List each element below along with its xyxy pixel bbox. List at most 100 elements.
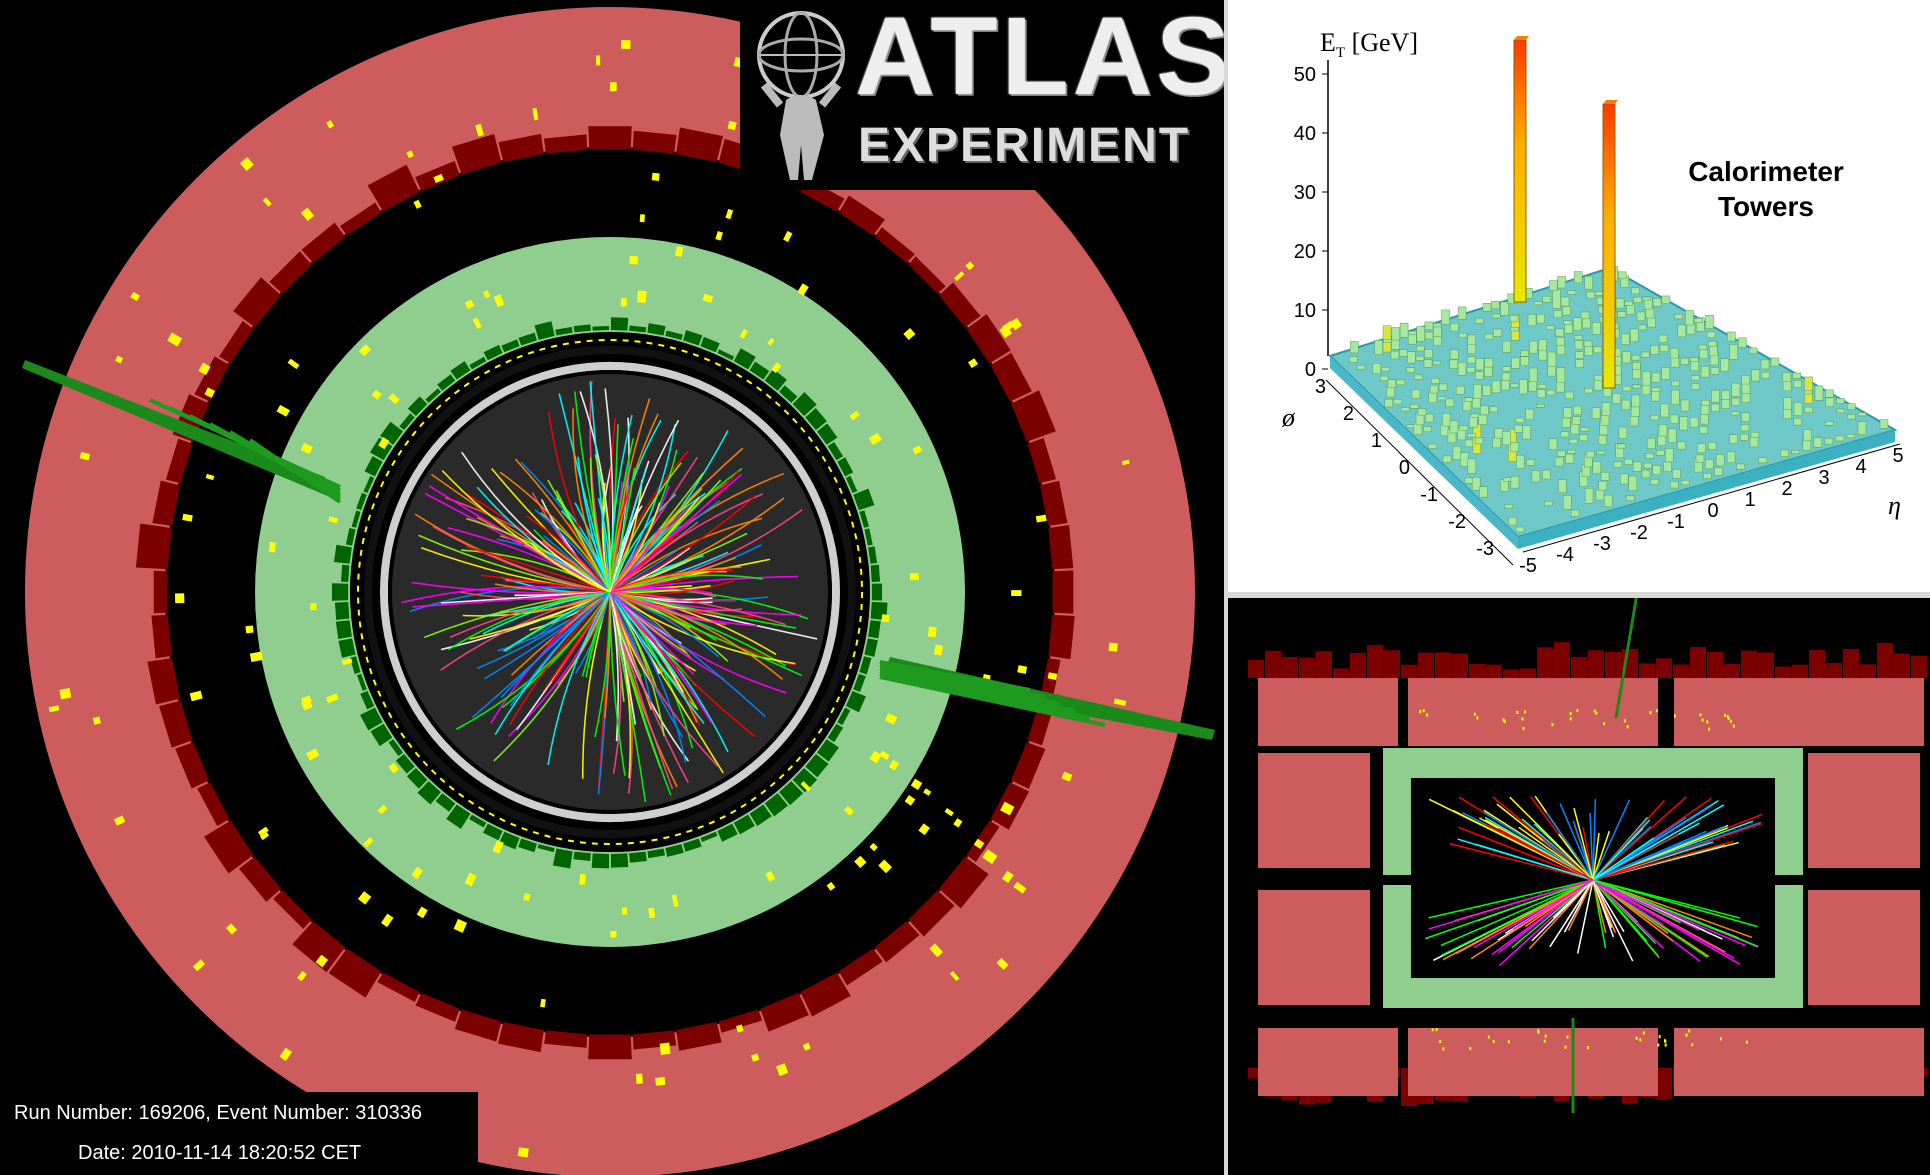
- rz-track: [1552, 879, 1594, 919]
- calorimeter-tower: [1645, 308, 1655, 319]
- z-axis-tick-label: 50: [1294, 64, 1316, 86]
- calorimeter-label-line1: Calorimeter: [1688, 156, 1844, 187]
- track: [455, 591, 611, 730]
- rz-muon-hit: [1492, 1040, 1495, 1044]
- track: [509, 591, 611, 707]
- hadronic-deposit: [676, 127, 724, 163]
- rz-muon-hit: [1537, 1029, 1540, 1033]
- outer-deposit-top: [1707, 651, 1723, 678]
- calorimeter-tower: [1726, 451, 1736, 463]
- rz-muon-hit: [1551, 723, 1554, 727]
- hadronic-deposit: [544, 1030, 588, 1048]
- calorimeter-tower: [1586, 291, 1595, 299]
- em-deposit: [406, 767, 428, 789]
- calorimeter-tower: [1537, 389, 1546, 399]
- em-deposit: [534, 321, 555, 340]
- calorimeter-tower: [1575, 351, 1584, 359]
- calorimeter-tower: [1628, 475, 1638, 491]
- rz-track: [1592, 823, 1762, 881]
- outer-deposit-bottom: [1656, 1068, 1672, 1100]
- rz-muon-hit: [1431, 1028, 1434, 1032]
- rz-muon-hit: [1524, 710, 1527, 714]
- phi-axis-tick-label: 2: [1343, 403, 1354, 425]
- calorimeter-tower: [1620, 473, 1629, 485]
- calorimeter-tower: [1748, 347, 1758, 354]
- em-deposit: [499, 831, 520, 850]
- calorimeter-tower: [1750, 432, 1760, 438]
- track: [609, 473, 743, 593]
- calorimeter-tower: [1553, 310, 1563, 319]
- em-deposit: [345, 527, 356, 546]
- calorimeter-tower: [1393, 399, 1403, 405]
- em-deposit: [868, 546, 878, 564]
- z-axis-tick-label: 10: [1294, 300, 1316, 322]
- em-deposit: [817, 423, 838, 445]
- calorimeter-label-line2: Towers: [1718, 191, 1814, 222]
- tall-tower-1: [1513, 39, 1527, 303]
- muon-hit: [620, 297, 627, 307]
- hadronic-deposit: [966, 820, 1000, 862]
- z-axis-tick-label: 20: [1294, 241, 1316, 263]
- muon-hit: [927, 626, 937, 638]
- outer-deposit-top: [1401, 664, 1417, 678]
- hadronic-deposit: [838, 948, 883, 986]
- hadronic-deposit: [800, 972, 851, 1017]
- track: [534, 509, 611, 593]
- rz-track: [1592, 879, 1648, 942]
- eta-axis-tick-label: 5: [1892, 445, 1903, 467]
- calorimeter-tower: [1677, 441, 1686, 450]
- calorimeter-tower: [1449, 322, 1459, 332]
- track: [461, 451, 611, 593]
- calorimeter-tower: [1458, 332, 1468, 338]
- calorimeter-tower: [1835, 435, 1845, 442]
- phi-axis-tick-label: -3: [1476, 538, 1494, 560]
- muon-hit: [325, 693, 339, 704]
- track: [609, 591, 719, 767]
- hadronic-deposit: [908, 256, 946, 294]
- muon-hit: [493, 294, 505, 308]
- muon-hit: [492, 840, 504, 854]
- calorimeter-tower: [1677, 324, 1686, 338]
- calorimeter-tower: [1557, 276, 1566, 289]
- phi-axis-tick-label: 1: [1371, 430, 1382, 452]
- calorimeter-tower: [1645, 452, 1654, 459]
- beam-line: [1258, 875, 1918, 885]
- calorimeter-tower: [1695, 454, 1705, 463]
- phi-axis-tick-label: -1: [1420, 484, 1438, 506]
- logo-subtitle: EXPERIMENT: [858, 119, 1191, 172]
- calorimeter-tower: [1570, 509, 1580, 517]
- endcap-block: [1808, 890, 1920, 1005]
- em-deposit: [417, 781, 441, 805]
- hadronic-deposit: [194, 356, 230, 402]
- em-deposit: [647, 323, 666, 336]
- rz-muon-hit: [1656, 709, 1659, 713]
- muon-hit: [800, 781, 812, 792]
- rz-muon-hit: [1469, 1047, 1472, 1051]
- hadronic-deposit: [152, 480, 181, 526]
- em-deposit: [827, 723, 844, 743]
- em-deposit: [792, 767, 818, 793]
- phi-axis-line: [1325, 379, 1514, 566]
- rz-track: [1589, 812, 1594, 881]
- eta-axis-tick-label: 2: [1781, 478, 1792, 500]
- muon-hit: [739, 328, 748, 339]
- calorimeter-tower: [1396, 379, 1405, 386]
- hadronic-deposit: [147, 658, 181, 705]
- rz-track: [1512, 879, 1594, 930]
- muon-hit: [1061, 771, 1073, 782]
- calorimeter-tower: [1630, 328, 1639, 342]
- em-deposit: [827, 441, 844, 461]
- hadronic-deposit: [415, 992, 460, 1022]
- track: [609, 456, 698, 593]
- track: [448, 591, 611, 651]
- calorimeter-tower: [1631, 354, 1641, 361]
- track: [609, 591, 766, 718]
- outer-deposit-top: [1248, 659, 1264, 678]
- muon-hit: [540, 998, 546, 1008]
- muon-hit: [727, 120, 737, 131]
- track: [432, 525, 611, 593]
- calorimeter-tower: [1399, 322, 1409, 338]
- calorimeter-tower: [1652, 465, 1661, 475]
- calorimeter-tower: [1793, 380, 1802, 388]
- calorimeter-tower: [1519, 379, 1528, 395]
